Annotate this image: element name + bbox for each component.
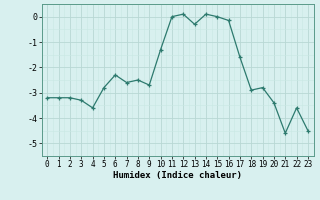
X-axis label: Humidex (Indice chaleur): Humidex (Indice chaleur) <box>113 171 242 180</box>
